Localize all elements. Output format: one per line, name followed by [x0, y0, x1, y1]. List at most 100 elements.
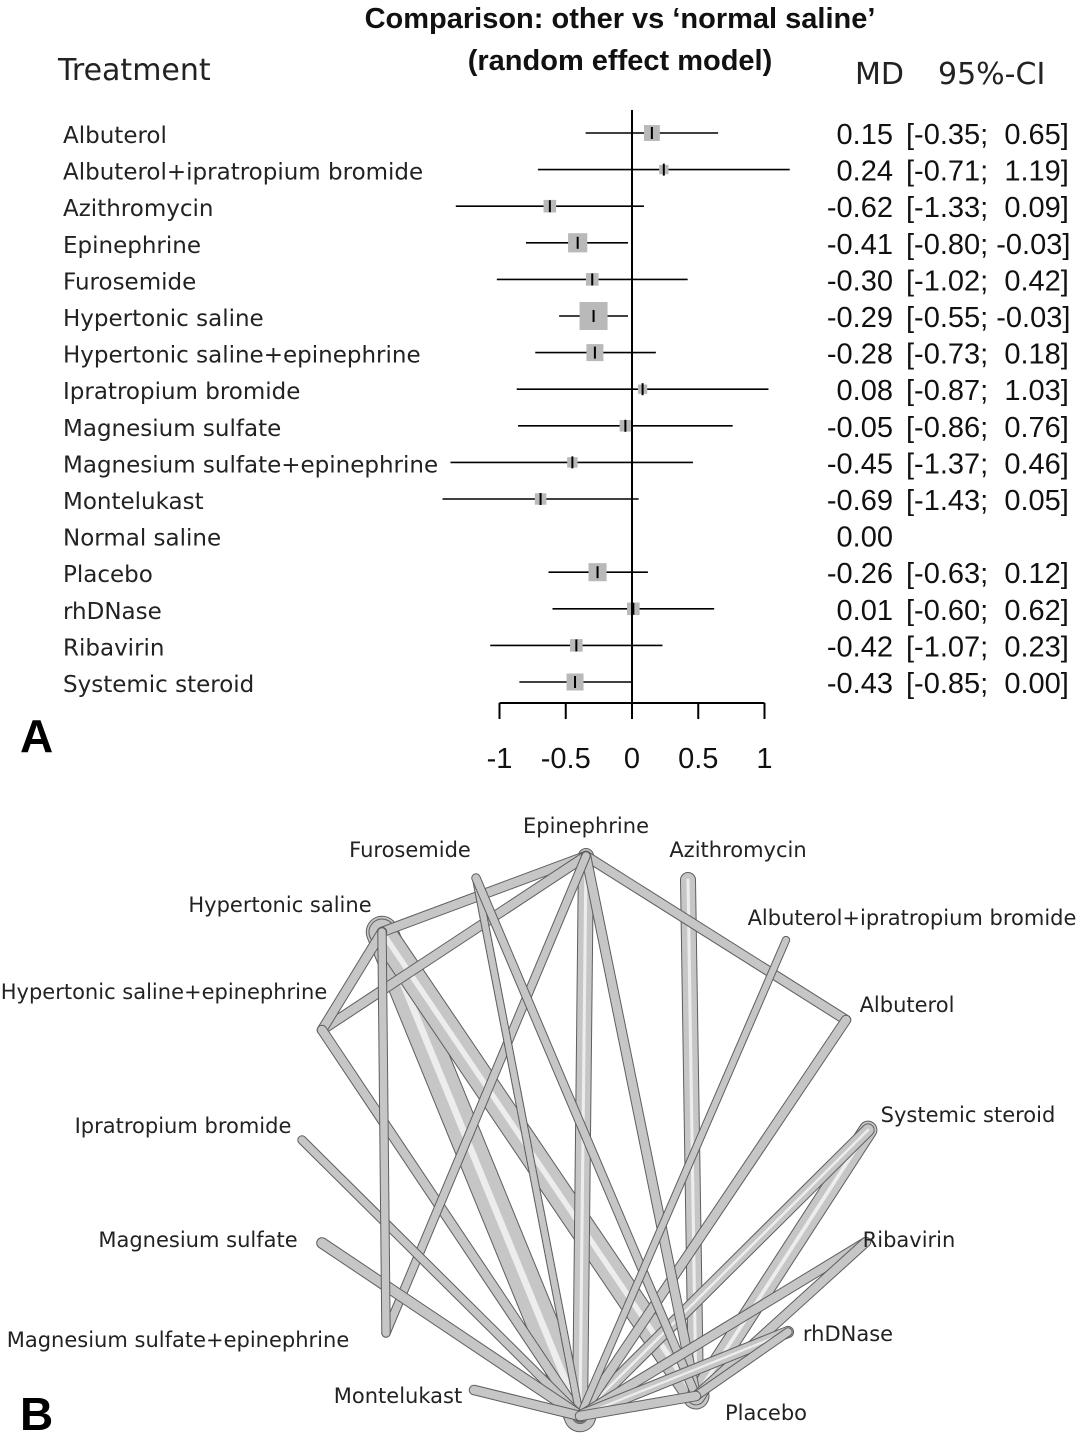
network-edges	[297, 848, 878, 1433]
forest-row: Systemic steroid -0.43 [-0.85; 0.00]	[63, 668, 1069, 700]
network-edge	[317, 1025, 585, 1421]
network-edge	[581, 851, 701, 1401]
forest-row: Epinephrine -0.41 [-0.80; -0.03]	[63, 229, 1070, 261]
treatment-label: rhDNase	[63, 599, 162, 625]
network-node-label: Albuterol+ipratropium bromide	[748, 906, 1077, 930]
ci-value: [-1.37; 0.46]	[906, 448, 1069, 480]
treatment-label: Furosemide	[63, 269, 196, 295]
network-edge	[317, 1238, 585, 1421]
forest-row: rhDNase 0.01 [-0.60; 0.62]	[63, 595, 1069, 627]
treatment-label: Albuterol+ipratropium bromide	[63, 160, 423, 186]
ci-value: [-0.71; 1.19]	[906, 156, 1069, 188]
x-tick-label: 1	[756, 743, 772, 775]
x-tick-label: 0.5	[678, 743, 718, 775]
network-labels: Epinephrine Furosemide Azithromycin Hyperto…	[1, 814, 1077, 1425]
network-edge	[472, 874, 700, 1400]
treatment-label: Hypertonic saline+epinephrine	[63, 343, 421, 369]
panel-b-label: B	[20, 1388, 53, 1439]
ci-value: [-0.60; 0.62]	[906, 595, 1069, 627]
ci-value: [-0.85; 0.00]	[906, 668, 1069, 700]
md-value: -0.43	[827, 668, 893, 700]
md-value: -0.28	[827, 339, 893, 371]
forest-plot-panel: Comparison: other vs ‘normal saline’ (ra…	[20, 3, 1070, 775]
network-edge	[317, 927, 387, 1035]
network-node-label: Hypertonic saline+epinephrine	[1, 980, 328, 1004]
md-column-header: MD	[855, 57, 904, 92]
network-edge	[469, 1385, 585, 1421]
ci-value: [-0.73; 0.18]	[906, 339, 1069, 371]
ci-value: [-0.86; 0.76]	[906, 412, 1069, 444]
ci-value: [-0.87; 1.03]	[906, 375, 1069, 407]
ci-value: [-1.43; 0.05]	[906, 485, 1069, 517]
panel-a-label: A	[20, 710, 53, 762]
network-node-label: Epinephrine	[523, 814, 649, 838]
md-value: -0.30	[827, 265, 893, 297]
network-node-label: Ribavirin	[863, 1228, 956, 1252]
md-value: -0.29	[827, 302, 893, 334]
treatment-label: Azithromycin	[63, 196, 213, 222]
md-value: -0.45	[827, 448, 893, 480]
forest-row: Montelukast -0.69 [-1.43; 0.05]	[63, 485, 1069, 517]
md-value: -0.62	[827, 192, 893, 224]
network-edge-highlight	[578, 1330, 790, 1418]
x-tick-label: -0.5	[541, 743, 591, 775]
ci-column-header: 95%-CI	[938, 57, 1045, 92]
treatment-label: Ribavirin	[63, 635, 165, 661]
ci-value: [-0.35; 0.65]	[906, 119, 1069, 151]
network-node-label: Montelukast	[334, 1384, 462, 1408]
forest-title: Comparison: other vs ‘normal saline’	[365, 3, 876, 35]
network-node-label: rhDNase	[803, 1322, 893, 1346]
treatment-label: Epinephrine	[63, 233, 201, 259]
md-value: 0.00	[837, 522, 893, 554]
ci-value: [-1.02; 0.42]	[906, 265, 1069, 297]
forest-row: Hypertonic saline+epinephrine -0.28 [-0.73…	[63, 339, 1069, 371]
ci-value: [-1.33; 0.09]	[906, 192, 1069, 224]
network-plot-panel: Epinephrine Furosemide Azithromycin Hyperto…	[1, 814, 1077, 1439]
ci-value: [-0.80; -0.03]	[906, 229, 1070, 261]
network-node-label: Systemic steroid	[881, 1103, 1056, 1127]
forest-subtitle: (random effect model)	[468, 45, 773, 77]
network-edge-highlight	[378, 928, 584, 1420]
forest-row: Placebo -0.26 [-0.63; 0.12]	[63, 558, 1069, 590]
network-edge	[298, 1136, 584, 1420]
treatment-label: Magnesium sulfate+epinephrine	[63, 452, 438, 478]
network-edge	[576, 936, 790, 1420]
md-value: -0.26	[827, 558, 893, 590]
network-node-label: Hypertonic saline	[188, 893, 371, 917]
network-node-label: Ipratropium bromide	[75, 1114, 292, 1138]
network-node-label: Azithromycin	[669, 838, 806, 862]
forest-row: Albuterol 0.15 [-0.35; 0.65]	[63, 119, 1069, 151]
network-edge	[378, 928, 390, 1337]
network-node-label: Placebo	[725, 1401, 807, 1425]
md-value: 0.24	[837, 156, 893, 188]
ci-value: [-0.63; 0.12]	[906, 558, 1069, 590]
forest-row: Azithromycin -0.62 [-1.33; 0.09]	[63, 192, 1069, 224]
treatment-label: Albuterol	[63, 123, 167, 149]
x-tick-label: -1	[487, 743, 513, 775]
network-edge	[581, 851, 851, 1025]
network-node-label: Furosemide	[349, 838, 471, 862]
network-edge-highlight	[578, 1128, 870, 1418]
treatment-label: Magnesium sulfate	[63, 416, 281, 442]
forest-row: Ribavirin -0.42 [-1.07; 0.23]	[63, 631, 1069, 663]
treatment-label: Systemic steroid	[63, 672, 254, 698]
forest-row: Magnesium sulfate -0.05 [-0.86; 0.76]	[63, 412, 1069, 444]
network-edge	[575, 1015, 851, 1421]
network-node-label: Magnesium sulfate	[98, 1228, 297, 1252]
x-axis: -1 -0.5 0 0.5 1	[487, 702, 773, 775]
treatment-column-header: Treatment	[57, 53, 211, 88]
md-value: 0.01	[837, 595, 893, 627]
ci-value: [-1.07; 0.23]	[906, 631, 1069, 663]
network-edge	[575, 1391, 701, 1421]
network-node-label: Albuterol	[860, 993, 955, 1017]
network-edge	[317, 851, 591, 1035]
forest-row: Normal saline 0.00	[63, 522, 893, 554]
network-edge	[692, 1328, 792, 1400]
md-value: -0.69	[827, 485, 893, 517]
md-value: -0.41	[827, 229, 893, 261]
network-node-label: Magnesium sulfate+epinephrine	[7, 1328, 350, 1352]
md-value: 0.15	[837, 119, 893, 151]
forest-row: Albuterol+ipratropium bromide 0.24 [-0.71;…	[63, 156, 1069, 188]
forest-row: Ipratropium bromide 0.08 [-0.87; 1.03]	[63, 375, 1069, 407]
